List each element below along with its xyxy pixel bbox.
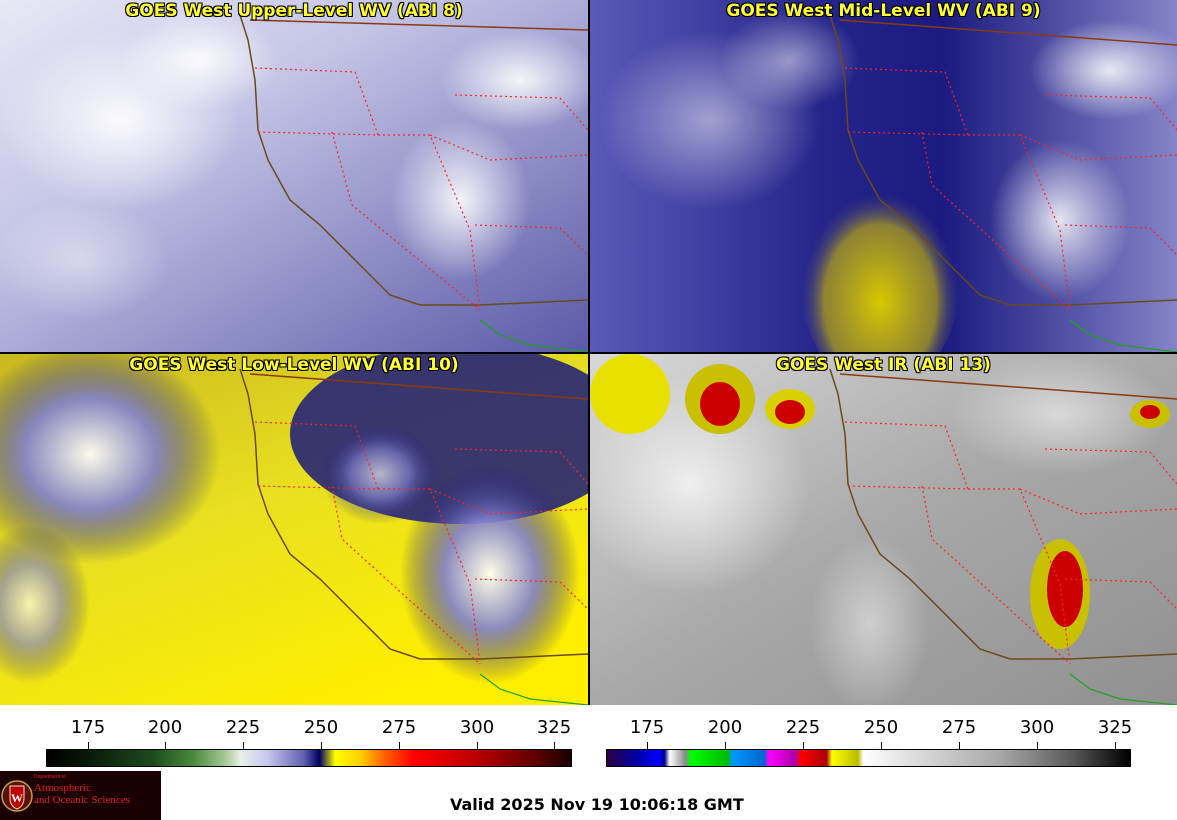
ir-image [590,354,1177,705]
wv-tick: 275 [381,717,417,738]
ir-tick: 175 [629,717,665,738]
ir-tickmark [803,742,804,749]
panel-upper-level-wv: GOES West Upper-Level WV (ABI 8) [0,0,588,352]
ir-tickmark [1037,742,1038,749]
wv-tickmark [554,742,555,749]
logo-small-text: Department of [34,774,66,780]
mid-wv-image [590,0,1177,352]
wv-tick: 250 [303,717,339,738]
ir-tick: 275 [941,717,977,738]
ir-tickmark [647,742,648,749]
logo-text: Atmospheric and Oceanic Sciences [34,782,130,806]
panel-title: GOES West Upper-Level WV (ABI 8) [125,1,463,21]
wv-tickmark [165,742,166,749]
wv-tick: 175 [70,717,106,738]
wv-tick: 325 [536,717,572,738]
wv-tick: 300 [459,717,495,738]
low-wv-image [0,354,588,705]
ir-tick: 300 [1019,717,1055,738]
ir-tickmark [881,742,882,749]
ir-colorbar [606,749,1131,767]
wv-colorbar [46,749,572,767]
wv-tickmark [88,742,89,749]
ir-tick: 325 [1097,717,1133,738]
wv-tick: 225 [225,717,261,738]
aos-logo[interactable]: W Department of Atmospheric and Oceanic … [0,771,161,820]
logo-line-2: and Oceanic Sciences [34,794,130,806]
upper-wv-image [0,0,588,352]
ir-tick: 250 [863,717,899,738]
panel-ir: GOES West IR (ABI 13) [590,354,1177,705]
panel-mid-level-wv: GOES West Mid-Level WV (ABI 9) [590,0,1177,352]
logo-line-1: Atmospheric [34,782,91,794]
svg-text:W: W [11,791,23,805]
wv-tick: 200 [147,717,183,738]
wv-tickmark [321,742,322,749]
valid-time: Valid 2025 Nov 19 10:06:18 GMT [450,795,744,814]
wv-tickmark [399,742,400,749]
university-crest-icon: W [1,780,33,812]
ir-tickmark [725,742,726,749]
ir-tick: 200 [707,717,743,738]
panel-title: GOES West Low-Level WV (ABI 10) [129,355,459,375]
panel-title: GOES West IR (ABI 13) [776,355,991,375]
panel-title: GOES West Mid-Level WV (ABI 9) [726,1,1041,21]
wv-tickmark [477,742,478,749]
ir-tickmark [959,742,960,749]
wv-tickmark [243,742,244,749]
panel-divider-vertical [588,0,590,705]
panel-low-level-wv: GOES West Low-Level WV (ABI 10) [0,354,588,705]
ir-tick: 225 [785,717,821,738]
ir-tickmark [1115,742,1116,749]
